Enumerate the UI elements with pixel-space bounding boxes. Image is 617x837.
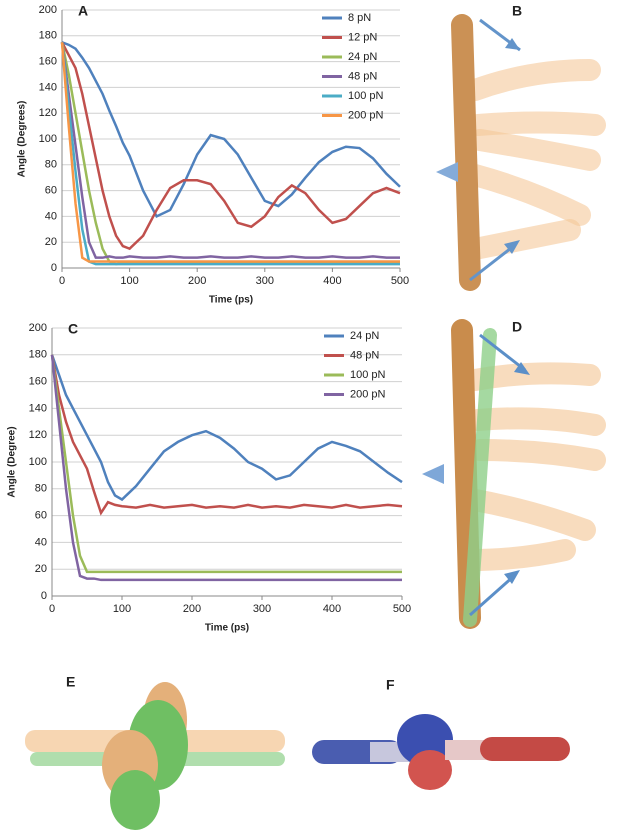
- x-tick-label: 200: [183, 603, 201, 615]
- x-tick-label: 400: [323, 275, 341, 287]
- y-tick-label: 20: [45, 236, 57, 248]
- legend-label: 24 pN: [350, 330, 379, 342]
- legend-label: 200 pN: [350, 388, 386, 400]
- legend-label: 100 pN: [350, 369, 386, 381]
- legend-label: 12 pN: [348, 31, 377, 43]
- y-tick-label: 180: [29, 349, 47, 361]
- x-tick-label: 100: [113, 603, 131, 615]
- series-line: [50, 354, 403, 516]
- y-tick-label: 20: [35, 563, 47, 575]
- x-axis-label: Time (ps): [209, 295, 253, 306]
- y-tick-label: 160: [39, 56, 57, 68]
- y-tick-label: 180: [39, 30, 57, 42]
- y-tick-label: 120: [29, 429, 47, 441]
- x-tick-label: 500: [391, 275, 409, 287]
- series-line: [50, 354, 403, 502]
- y-tick-label: 80: [35, 483, 47, 495]
- x-tick-label: 0: [49, 603, 55, 615]
- y-tick-label: 140: [29, 402, 47, 414]
- legend-label: 48 pN: [350, 349, 379, 361]
- y-tick-label: 140: [39, 81, 57, 93]
- y-tick-label: 0: [51, 262, 57, 274]
- y-tick-label: 40: [45, 210, 57, 222]
- structure-d: [422, 319, 606, 629]
- x-tick-label: 400: [323, 603, 341, 615]
- x-tick-label: 0: [59, 275, 65, 287]
- legend-label: 200 pN: [348, 109, 384, 121]
- y-tick-label: 200: [39, 4, 57, 16]
- panel-label: F: [386, 677, 395, 693]
- panel-label: C: [68, 321, 78, 337]
- series-line: [61, 41, 401, 219]
- series-line: [50, 354, 402, 582]
- y-tick-label: 100: [29, 456, 47, 468]
- legend-label: 8 pN: [348, 12, 371, 24]
- y-tick-label: 100: [39, 133, 57, 145]
- y-tick-label: 60: [35, 510, 47, 522]
- x-tick-label: 300: [253, 603, 271, 615]
- series-line: [60, 42, 400, 266]
- x-axis-label: Time (ps): [205, 623, 249, 634]
- x-tick-label: 500: [393, 603, 411, 615]
- y-axis-label: Angle (Degree): [7, 426, 18, 497]
- panel-label: E: [66, 674, 75, 690]
- y-tick-label: 160: [29, 376, 47, 388]
- y-tick-label: 200: [29, 322, 47, 334]
- y-axis-label: Angle (Degrees): [17, 101, 28, 178]
- series-line: [60, 41, 400, 266]
- panel-label: A: [78, 3, 88, 19]
- panel-label: B: [512, 3, 522, 19]
- series-line: [60, 42, 400, 263]
- legend-label: 24 pN: [348, 51, 377, 63]
- series-line: [60, 41, 401, 251]
- y-tick-label: 40: [35, 536, 47, 548]
- x-tick-label: 100: [120, 275, 138, 287]
- y-tick-label: 0: [41, 590, 47, 602]
- legend-label: 48 pN: [348, 70, 377, 82]
- structure-f: [312, 714, 570, 790]
- y-tick-label: 120: [39, 107, 57, 119]
- structure-e: [25, 682, 285, 830]
- legend-label: 100 pN: [348, 90, 384, 102]
- x-tick-label: 200: [188, 275, 206, 287]
- y-tick-label: 60: [45, 185, 57, 197]
- panel-label: D: [512, 319, 522, 335]
- series-line: [50, 354, 402, 574]
- structure-b: [436, 14, 606, 291]
- y-tick-label: 80: [45, 159, 57, 171]
- series-line: [60, 42, 400, 259]
- x-tick-label: 300: [256, 275, 274, 287]
